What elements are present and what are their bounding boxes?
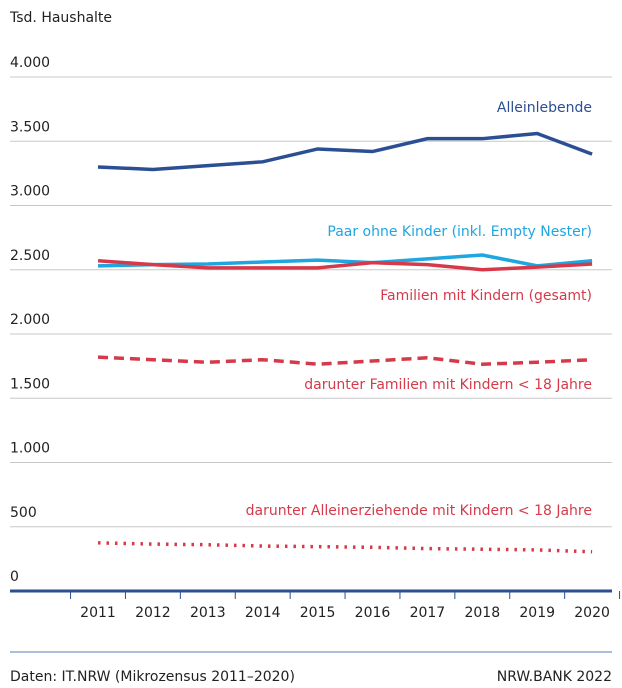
x-tick-label: 2018 bbox=[464, 605, 500, 621]
y-tick-label: 500 bbox=[10, 505, 37, 521]
series-line bbox=[97, 259, 593, 272]
series-label: darunter Familien mit Kindern < 18 Jahre bbox=[304, 377, 592, 393]
y-tick-label: 0 bbox=[10, 569, 19, 585]
y-tick-label: 1.000 bbox=[10, 441, 50, 457]
series-label: Familien mit Kindern (gesamt) bbox=[380, 288, 592, 304]
x-tick-label: 2014 bbox=[245, 605, 281, 621]
series-label: darunter Alleinerziehende mit Kindern < … bbox=[246, 503, 592, 519]
x-tick-label: 2013 bbox=[190, 605, 226, 621]
series-line bbox=[97, 355, 593, 366]
series-line bbox=[97, 541, 593, 554]
y-tick-label: 1.500 bbox=[10, 376, 50, 392]
series-label: Alleinlebende bbox=[497, 100, 592, 116]
y-axis-label: Tsd. Haushalte bbox=[9, 10, 112, 26]
series-line bbox=[97, 253, 593, 268]
x-tick-label: 2011 bbox=[80, 605, 116, 621]
x-tick-label: 2016 bbox=[355, 605, 391, 621]
x-tick-label: 2012 bbox=[135, 605, 171, 621]
x-tick-label: 2019 bbox=[519, 605, 555, 621]
y-tick-label: 3.500 bbox=[10, 119, 50, 135]
y-tick-label: 2.500 bbox=[10, 248, 50, 264]
x-tick-label: 2020 bbox=[574, 605, 610, 621]
y-tick-label: 3.000 bbox=[10, 184, 50, 200]
series-label: Paar ohne Kinder (inkl. Empty Nester) bbox=[327, 224, 592, 240]
source: Daten: IT.NRW (Mikrozensus 2011–2020) bbox=[10, 669, 295, 685]
x-tick-label: 2015 bbox=[300, 605, 336, 621]
series-line bbox=[97, 131, 593, 172]
x-tick-label: 2017 bbox=[410, 605, 446, 621]
y-tick-label: 4.000 bbox=[10, 55, 50, 71]
publisher: NRW.BANK 2022 bbox=[497, 669, 612, 685]
y-tick-label: 2.000 bbox=[10, 312, 50, 328]
